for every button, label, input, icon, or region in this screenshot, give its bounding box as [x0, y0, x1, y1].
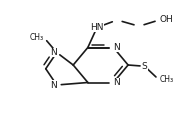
Text: N: N	[50, 80, 57, 90]
Text: CH₃: CH₃	[159, 76, 173, 84]
Text: N: N	[50, 48, 57, 57]
Text: S: S	[142, 62, 147, 71]
Text: N: N	[113, 78, 120, 87]
Text: CH₃: CH₃	[30, 33, 44, 42]
Text: HN: HN	[90, 23, 104, 32]
Text: N: N	[113, 43, 120, 52]
Text: OH: OH	[159, 16, 173, 24]
